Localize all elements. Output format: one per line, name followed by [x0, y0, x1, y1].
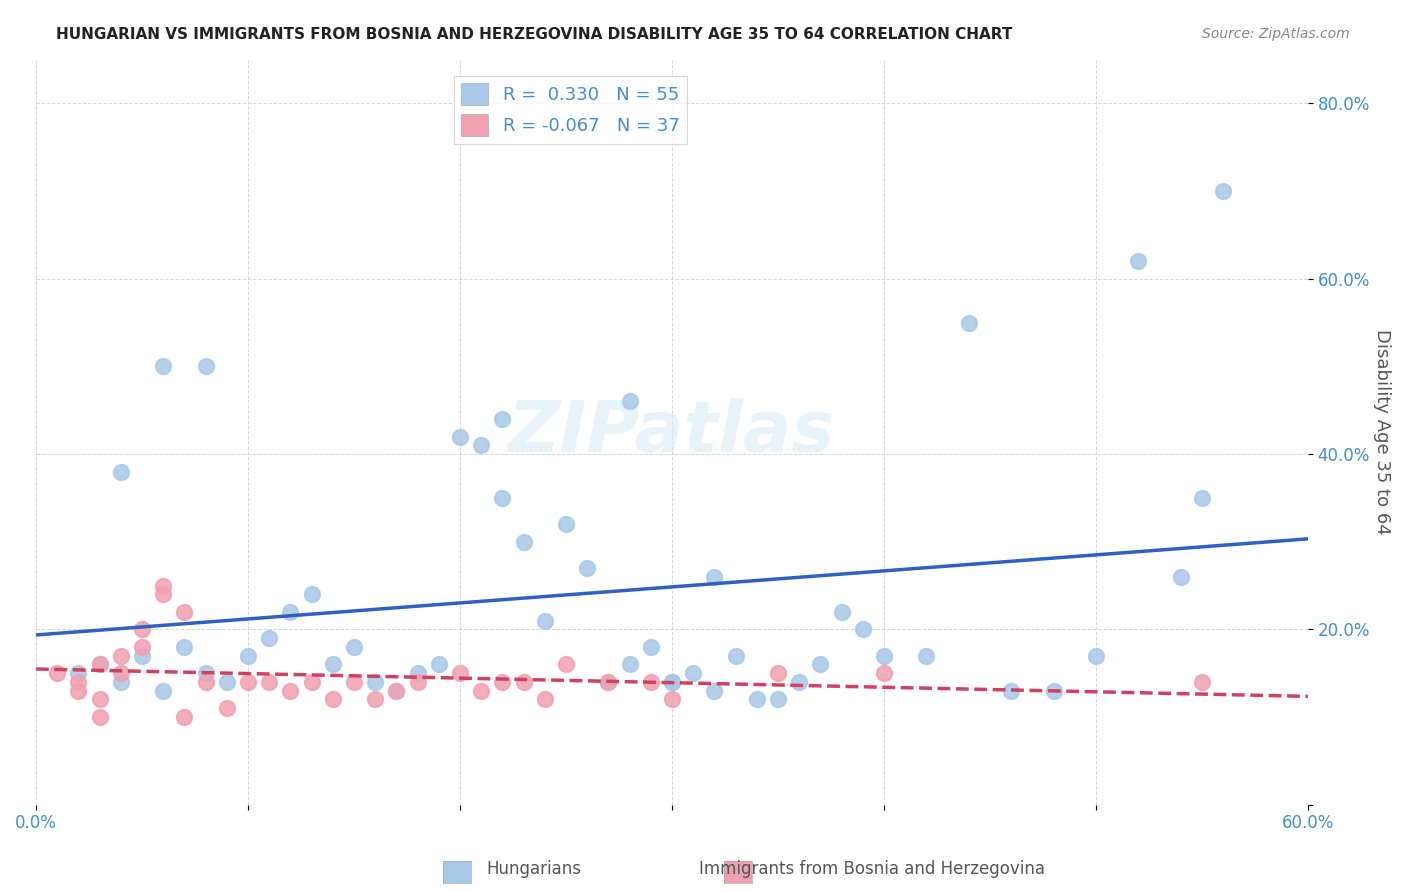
- Point: [301, 587, 323, 601]
- Point: [364, 675, 387, 690]
- Point: [322, 657, 344, 672]
- Point: [766, 666, 789, 681]
- Point: [301, 675, 323, 690]
- Point: [173, 605, 195, 619]
- Point: [598, 675, 620, 690]
- Point: [152, 683, 174, 698]
- Point: [110, 675, 132, 690]
- Point: [152, 578, 174, 592]
- Point: [257, 675, 280, 690]
- Point: [661, 675, 683, 690]
- Point: [110, 648, 132, 663]
- Point: [173, 640, 195, 654]
- Point: [215, 675, 238, 690]
- Point: [491, 412, 513, 426]
- Point: [131, 640, 153, 654]
- Point: [470, 683, 492, 698]
- Point: [766, 692, 789, 706]
- Point: [257, 631, 280, 645]
- Point: [703, 683, 725, 698]
- Point: [512, 534, 534, 549]
- Point: [915, 648, 938, 663]
- Point: [89, 692, 111, 706]
- Point: [808, 657, 831, 672]
- Point: [619, 657, 641, 672]
- Point: [449, 666, 471, 681]
- Legend: R =  0.330   N = 55, R = -0.067   N = 37: R = 0.330 N = 55, R = -0.067 N = 37: [454, 76, 686, 144]
- Point: [745, 692, 768, 706]
- Point: [1212, 184, 1234, 198]
- Point: [1128, 254, 1150, 268]
- Point: [1000, 683, 1022, 698]
- Point: [46, 666, 69, 681]
- Point: [661, 675, 683, 690]
- Point: [873, 648, 896, 663]
- Point: [555, 657, 578, 672]
- Point: [640, 675, 662, 690]
- Point: [131, 623, 153, 637]
- Text: Immigrants from Bosnia and Herzegovina: Immigrants from Bosnia and Herzegovina: [699, 860, 1045, 878]
- Point: [512, 675, 534, 690]
- Point: [787, 675, 810, 690]
- Text: ZIPatlas: ZIPatlas: [508, 398, 835, 467]
- Point: [724, 648, 747, 663]
- Point: [89, 710, 111, 724]
- Point: [278, 683, 301, 698]
- Point: [533, 692, 555, 706]
- Point: [1170, 570, 1192, 584]
- Point: [703, 570, 725, 584]
- Point: [640, 640, 662, 654]
- Point: [491, 675, 513, 690]
- Point: [215, 701, 238, 715]
- Point: [427, 657, 450, 672]
- Point: [89, 657, 111, 672]
- Text: HUNGARIAN VS IMMIGRANTS FROM BOSNIA AND HERZEGOVINA DISABILITY AGE 35 TO 64 CORR: HUNGARIAN VS IMMIGRANTS FROM BOSNIA AND …: [56, 27, 1012, 42]
- Point: [67, 675, 90, 690]
- Point: [236, 675, 259, 690]
- Point: [385, 683, 408, 698]
- Point: [364, 692, 387, 706]
- Point: [173, 710, 195, 724]
- Point: [67, 666, 90, 681]
- Point: [343, 675, 366, 690]
- Point: [152, 359, 174, 374]
- Point: [194, 675, 217, 690]
- Point: [110, 666, 132, 681]
- Point: [598, 675, 620, 690]
- Point: [576, 561, 599, 575]
- Point: [194, 666, 217, 681]
- Point: [406, 666, 429, 681]
- Point: [278, 605, 301, 619]
- Point: [385, 683, 408, 698]
- Point: [619, 394, 641, 409]
- Point: [957, 316, 980, 330]
- Point: [491, 491, 513, 505]
- Point: [555, 517, 578, 532]
- Text: Hungarians: Hungarians: [486, 860, 582, 878]
- Point: [89, 657, 111, 672]
- Point: [533, 614, 555, 628]
- Point: [67, 683, 90, 698]
- Point: [1191, 491, 1213, 505]
- Point: [852, 623, 875, 637]
- Point: [682, 666, 704, 681]
- Point: [110, 465, 132, 479]
- Point: [406, 675, 429, 690]
- Point: [470, 438, 492, 452]
- Point: [873, 666, 896, 681]
- Point: [152, 587, 174, 601]
- Point: [831, 605, 853, 619]
- Point: [1084, 648, 1107, 663]
- Point: [236, 648, 259, 663]
- Point: [449, 429, 471, 443]
- Y-axis label: Disability Age 35 to 64: Disability Age 35 to 64: [1374, 329, 1391, 535]
- Point: [343, 640, 366, 654]
- Text: Source: ZipAtlas.com: Source: ZipAtlas.com: [1202, 27, 1350, 41]
- Point: [194, 359, 217, 374]
- Point: [661, 692, 683, 706]
- Point: [1191, 675, 1213, 690]
- Point: [131, 648, 153, 663]
- Point: [322, 692, 344, 706]
- Point: [1042, 683, 1064, 698]
